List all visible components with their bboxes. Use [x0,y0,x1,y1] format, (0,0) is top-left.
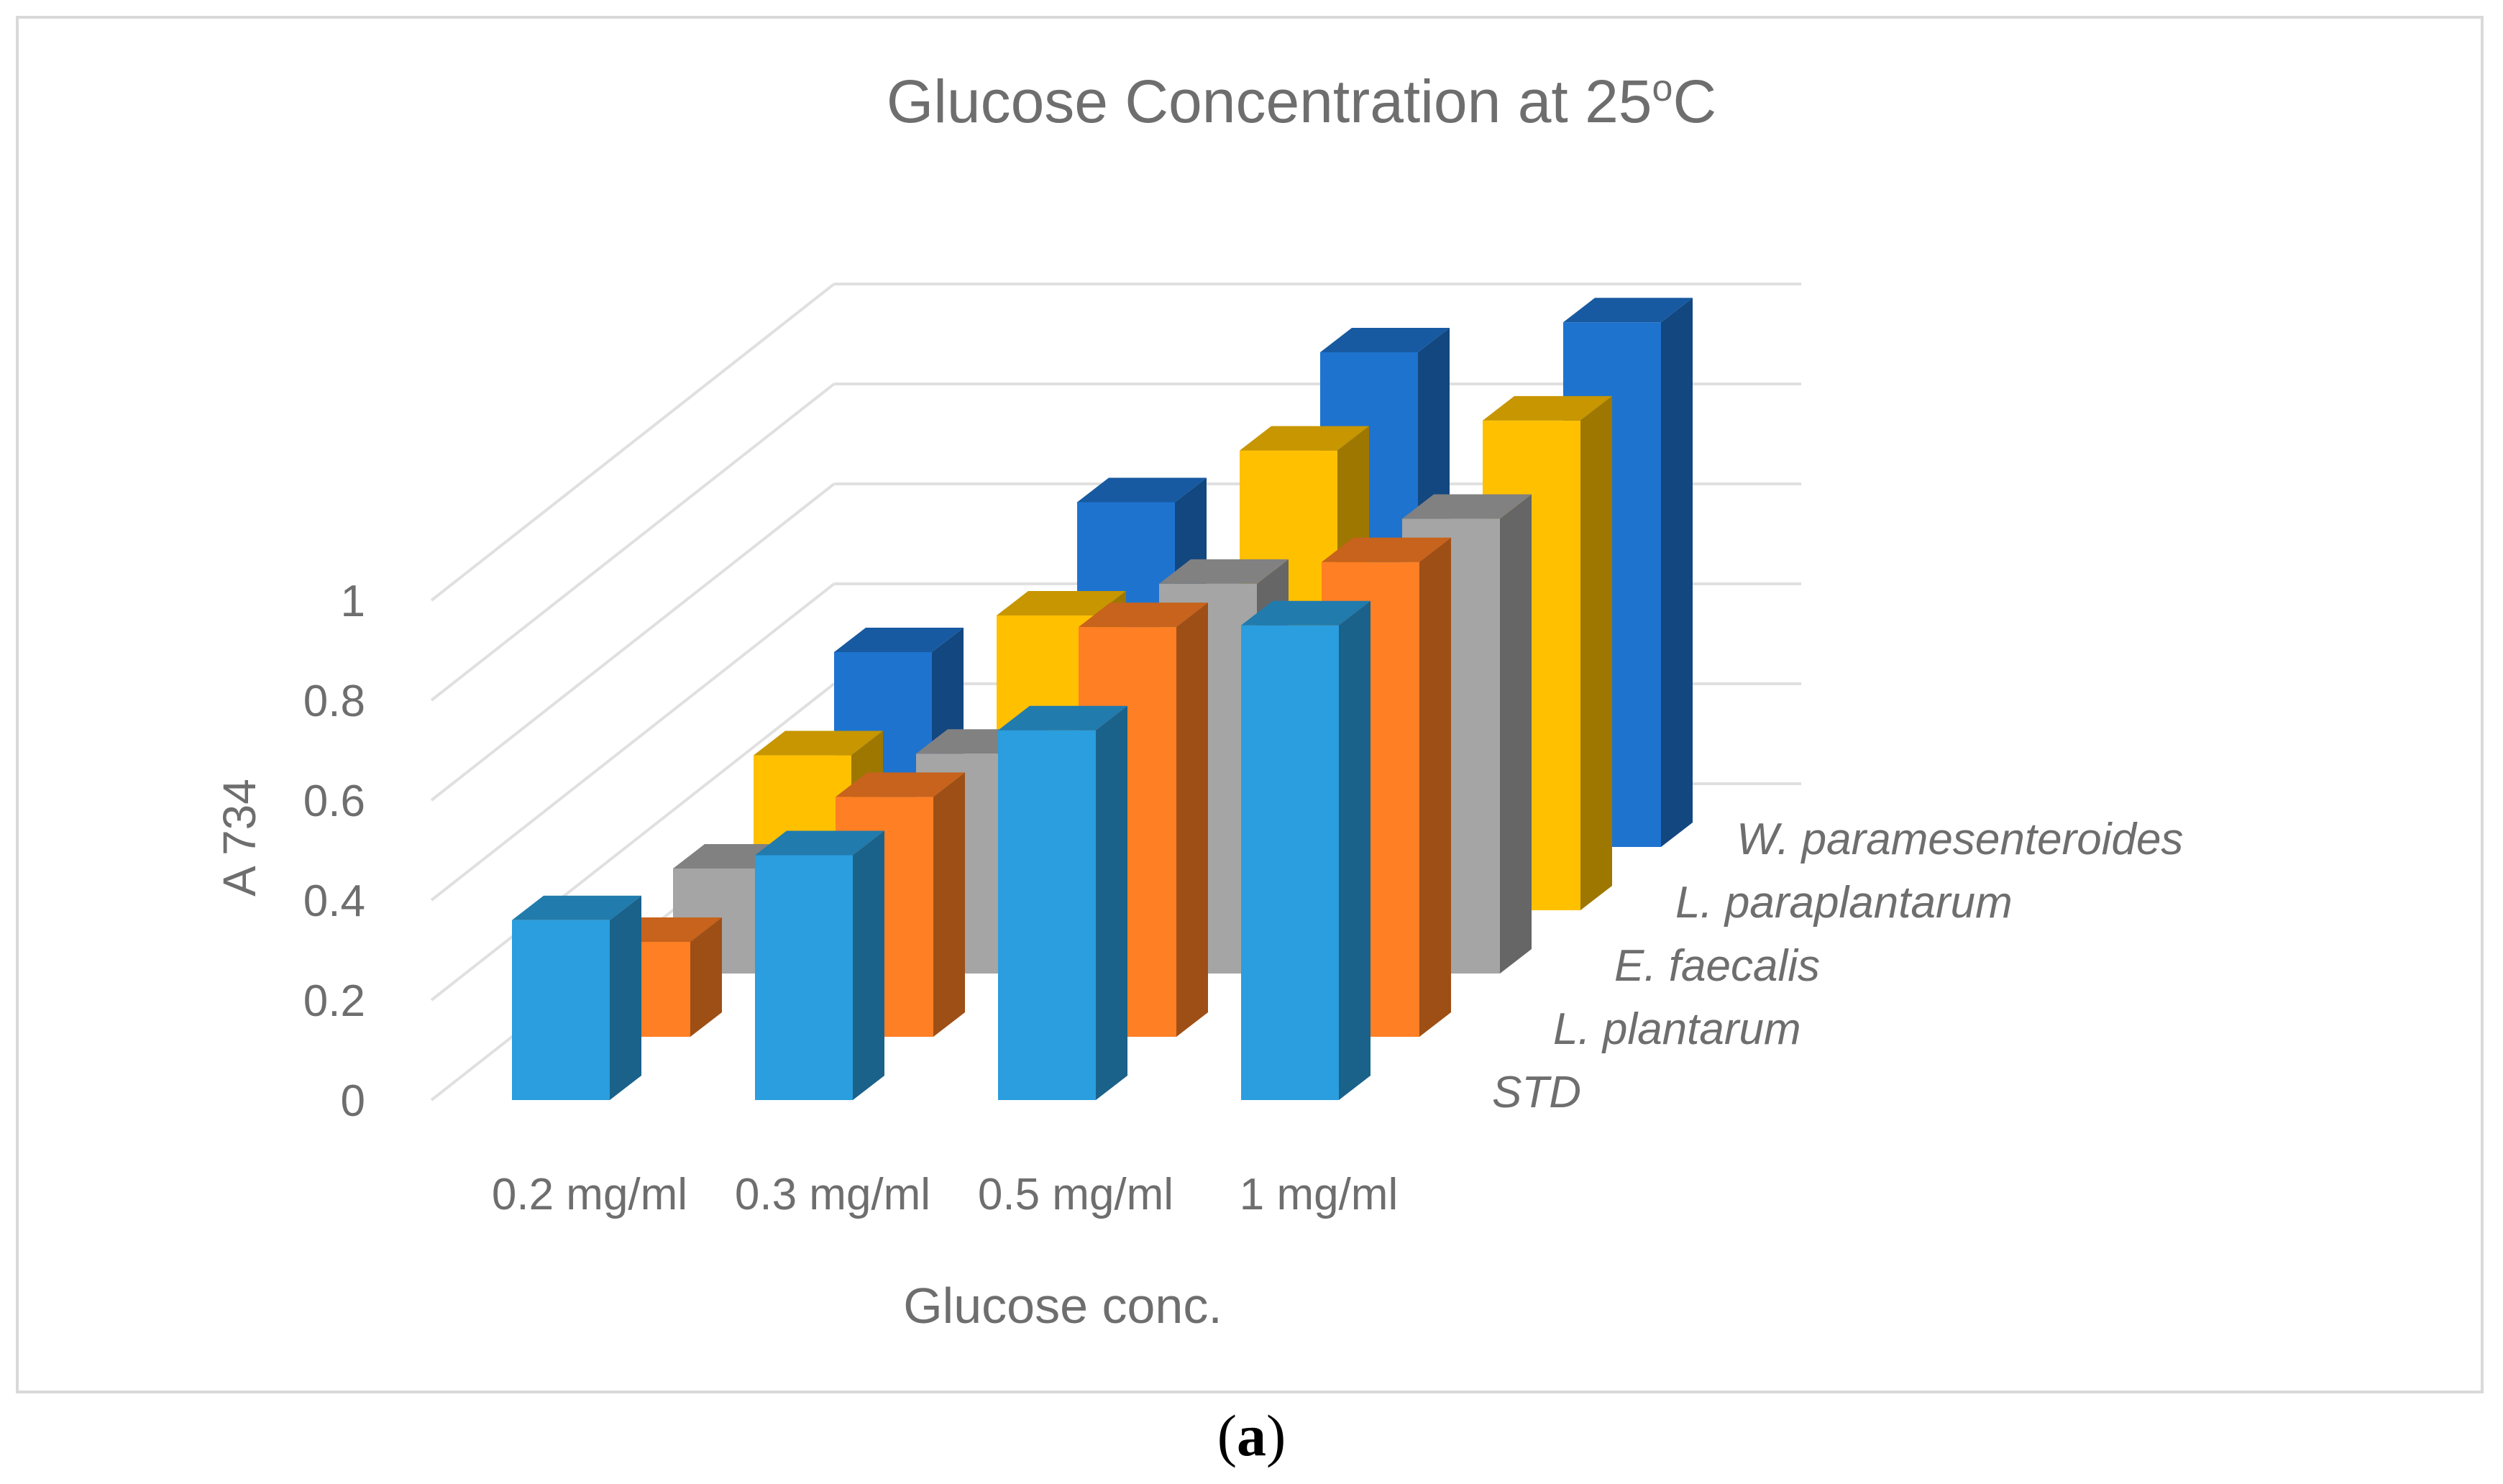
y-tick-label: 0.8 [303,677,365,726]
title-main: Glucose Concentration at 25 [887,68,1652,135]
x-tick-label: 0.5 mg/ml [978,1170,1173,1219]
bar [1241,600,1371,1100]
bar-top [1483,395,1612,421]
bar-top [1159,559,1289,584]
bar-side [1176,603,1208,1037]
bar-side [1339,600,1371,1100]
bar-side [1580,395,1612,910]
labels: Glucose Concentration at 25oC A 734 Gluc… [214,68,2183,1334]
gridline-depth [430,482,836,802]
bar-top [834,627,964,652]
caption-label: a [1237,1403,1266,1468]
bar-side [853,830,884,1100]
series-label: L. plantarum [1553,1004,1801,1054]
bar-side [610,895,641,1100]
bar-top [1240,426,1369,451]
bar-side [690,917,722,1037]
bar-top [998,705,1127,730]
bar-top [1563,298,1693,323]
bar [512,895,641,1100]
bar-side [1419,537,1451,1037]
bar-top [1322,537,1451,562]
y-tick-label: 1 [341,577,365,626]
bar-top [1241,600,1371,626]
bar-side [1500,494,1532,974]
x-axis-label: Glucose conc. [903,1278,1222,1334]
figure-caption: (a) [0,1402,2503,1470]
x-tick-label: 0.2 mg/ml [492,1170,687,1219]
bar-top [836,772,965,797]
bar-top [997,590,1126,615]
bar-side [1661,298,1693,847]
bar-front [998,730,1096,1100]
y-tick-label: 0 [341,1076,365,1126]
series-label: E. faecalis [1614,941,1820,991]
gridline-depth [430,283,836,602]
title-end: C [1673,68,1716,135]
bar [755,830,884,1100]
y-axis-label: A 734 [214,779,265,897]
caption-close: ) [1266,1403,1286,1468]
bar-front [512,920,610,1100]
caption-open: ( [1217,1403,1237,1468]
gridline-depth [430,682,836,1002]
bar-top [755,830,884,856]
bar [998,705,1127,1100]
y-tick-label: 0.2 [303,976,365,1026]
series-label: W. paramesenteroides [1736,815,2183,864]
series-label: STD [1492,1068,1581,1117]
chart-title: Glucose Concentration at 25oC [887,68,1716,135]
gridline-depth [430,383,836,702]
y-tick-label: 0.4 [303,876,365,926]
bars [512,298,1693,1100]
bar-top [1077,477,1207,503]
series-label: L. paraplantarum [1675,878,2013,927]
bar-top [1402,494,1532,519]
x-tick-label: 0.3 mg/ml [735,1170,930,1219]
y-tick-label: 0.6 [303,777,365,826]
title-superscript: o [1652,68,1673,109]
bar-top [512,895,641,920]
bar-front [755,855,853,1100]
bar-side [1096,705,1127,1100]
bar-top [1079,603,1208,628]
x-tick-label: 1 mg/ml [1240,1170,1398,1219]
bar-top [754,730,883,756]
bar-side [933,772,965,1037]
bar-front [1241,625,1339,1100]
bar-top [1320,327,1450,352]
gridline-depth [430,582,836,902]
